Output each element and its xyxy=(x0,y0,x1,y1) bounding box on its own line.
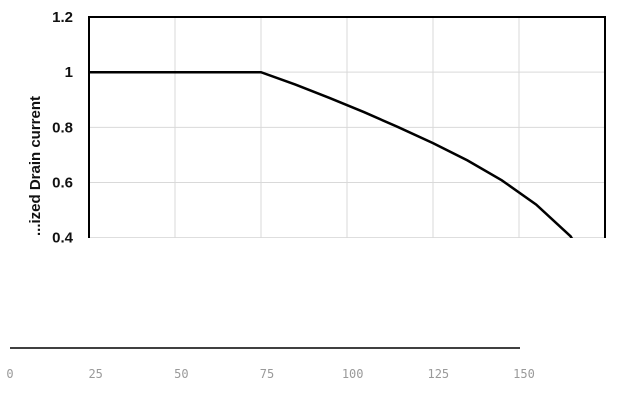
x-tick-label-2: 50 xyxy=(174,367,188,381)
y-tick-label-0: 0.4 xyxy=(52,230,74,247)
y-tick-label-4: 1.2 xyxy=(52,9,73,26)
x-tick-label-0: 0 xyxy=(6,367,13,381)
x-tick-labels: 0 25 50 75 100 125 150 xyxy=(6,367,534,381)
x-tick-label-4: 100 xyxy=(342,367,364,381)
x-tick-label-5: 125 xyxy=(427,367,449,381)
y-axis-label: ...ized Drain current xyxy=(27,96,44,236)
y-tick-label-2: 0.8 xyxy=(52,119,73,136)
y-tick-labels: 0.4 0.6 0.8 1 1.2 xyxy=(52,9,74,247)
y-tick-label-3: 1 xyxy=(65,64,73,81)
y-tick-label-1: 0.6 xyxy=(52,175,73,192)
x-tick-label-1: 25 xyxy=(88,367,102,381)
x-tick-label-3: 75 xyxy=(260,367,274,381)
scan-damage-band xyxy=(0,238,623,350)
x-tick-label-6: 150 xyxy=(513,367,535,381)
